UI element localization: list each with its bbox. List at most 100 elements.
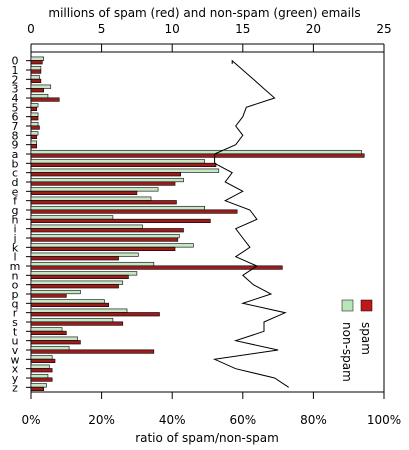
category-label: s [12, 316, 18, 329]
category-label: o [12, 279, 19, 292]
bottom-axis: 0% 20% 40% 60% 80% 100% [21, 392, 401, 427]
bar-spam [30, 321, 124, 326]
category-label: r [13, 307, 18, 320]
bar-spam [30, 78, 42, 83]
bar-non-spam [30, 308, 128, 313]
bar-series [30, 56, 365, 391]
bar-non-spam [30, 336, 78, 341]
top-tick-label: 10 [165, 22, 180, 36]
bar-non-spam [30, 345, 70, 351]
bottom-tick-label: 80% [300, 413, 327, 427]
category-label: w [11, 353, 20, 366]
bar-non-spam [30, 103, 39, 108]
category-label: n [12, 269, 19, 282]
bottom-tick-label: 100% [367, 413, 401, 427]
top-axis-label: millions of spam (red) and non-spam (gre… [48, 6, 360, 20]
bar-non-spam [30, 364, 50, 369]
bar-non-spam [30, 177, 184, 183]
category-label: v [12, 344, 19, 357]
category-label: x [12, 363, 19, 376]
legend-swatch-non-spam [341, 299, 354, 312]
category-label: h [12, 213, 19, 226]
category-label: 0 [12, 55, 19, 68]
category-label: 7 [12, 120, 19, 133]
category-label: u [12, 335, 19, 348]
category-label: 8 [12, 129, 19, 142]
bar-non-spam [30, 271, 138, 276]
bar-spam [30, 386, 45, 391]
bar-spam [30, 106, 37, 111]
category-label: p [12, 288, 19, 301]
top-axis: 0 5 10 15 20 25 [27, 22, 392, 52]
bar-non-spam [30, 243, 194, 248]
category-label: 4 [12, 92, 19, 105]
bar-non-spam [30, 121, 39, 127]
bar-non-spam [30, 75, 40, 80]
category-label: 5 [12, 101, 19, 114]
category-label: q [12, 297, 19, 310]
bar-spam [30, 368, 53, 373]
bar-non-spam [30, 327, 63, 332]
bar-spam [30, 284, 119, 289]
category-label: 1 [12, 64, 19, 77]
category-label: e [12, 185, 19, 198]
bar-spam [30, 246, 176, 251]
legend: spam non-spam [340, 299, 373, 382]
bar-spam [30, 358, 56, 363]
bar-spam [30, 302, 109, 307]
bar-spam [30, 190, 138, 195]
bar-non-spam [30, 280, 124, 285]
bar-spam [30, 144, 37, 149]
bar-non-spam [30, 373, 49, 379]
bar-non-spam [30, 84, 52, 89]
top-tick-label: 20 [306, 22, 321, 36]
category-label: b [12, 157, 19, 170]
category-label: 6 [12, 111, 19, 124]
bar-spam [30, 97, 60, 102]
bar-spam [30, 349, 155, 354]
bar-spam [30, 69, 42, 74]
bar-spam [30, 340, 81, 345]
category-label: i [13, 223, 16, 236]
bar-spam [30, 60, 43, 65]
bar-spam [30, 153, 365, 158]
bar-non-spam [30, 168, 220, 173]
bar-spam [30, 172, 181, 177]
bar-spam [30, 265, 283, 270]
bar-non-spam [30, 205, 205, 211]
bar-spam [30, 162, 217, 167]
bar-spam [30, 88, 45, 93]
bar-non-spam [30, 65, 42, 71]
bar-non-spam [30, 299, 105, 304]
bar-spam [30, 209, 238, 214]
bar-non-spam [30, 140, 37, 145]
category-label: c [12, 167, 18, 180]
legend-label-non-spam: non-spam [340, 322, 354, 382]
bar-spam [30, 200, 177, 205]
bar-non-spam [30, 317, 114, 323]
top-tick-label: 0 [27, 22, 35, 36]
category-label: g [12, 204, 19, 217]
bar-non-spam [30, 224, 143, 229]
bottom-tick-label: 20% [88, 413, 115, 427]
category-label: a [12, 148, 19, 161]
bar-spam [30, 228, 184, 233]
bar-spam [30, 274, 129, 279]
bar-non-spam [30, 233, 180, 239]
bar-non-spam [30, 112, 39, 117]
bar-spam [30, 181, 176, 186]
bar-non-spam [30, 131, 39, 136]
bar-non-spam [30, 261, 155, 267]
category-label: j [12, 232, 16, 245]
bar-spam [30, 116, 39, 121]
bar-non-spam [30, 187, 159, 192]
category-label: k [12, 241, 19, 254]
bar-spam [30, 237, 179, 242]
bottom-tick-label: 40% [159, 413, 186, 427]
bar-non-spam [30, 252, 139, 257]
bar-spam [30, 218, 211, 223]
bar-spam [30, 377, 53, 382]
top-tick-label: 5 [98, 22, 106, 36]
